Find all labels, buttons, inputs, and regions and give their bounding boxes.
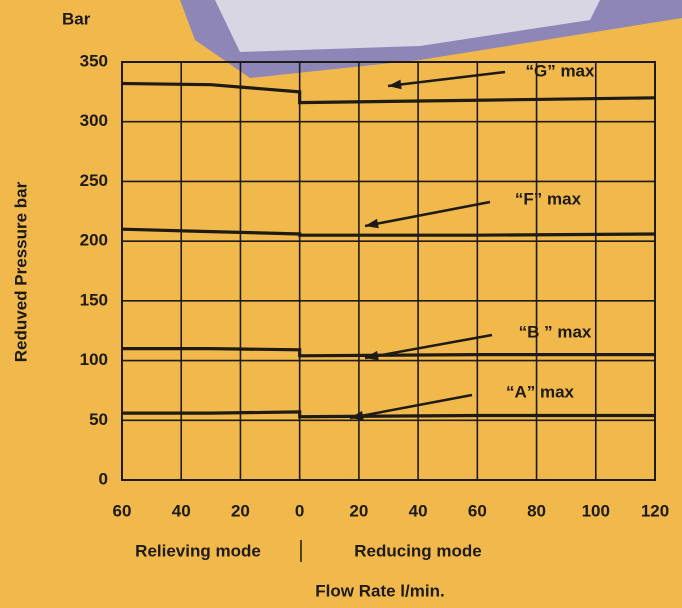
y-axis-title: Reduved Pressure bar	[11, 181, 30, 362]
x-tick-label: 80	[527, 501, 546, 520]
annotation-arrow	[365, 202, 490, 226]
y-tick-label: 100	[80, 350, 108, 369]
x-tick-label: 40	[172, 501, 191, 520]
x-tick-label: 120	[641, 501, 669, 520]
series-label: “G” max	[526, 61, 596, 80]
x-tick-label: 100	[582, 501, 610, 520]
y-tick-label: 150	[80, 290, 108, 309]
series-line	[122, 229, 655, 235]
y-tick-label: 250	[80, 171, 108, 190]
chart: Bar Reduved Pressure bar Relieving mode …	[0, 0, 682, 608]
x-caption-right: Reducing mode	[354, 541, 482, 560]
y-tick-label: 0	[99, 469, 108, 488]
x-axis-title: Flow Rate l/min.	[315, 581, 444, 600]
annotation-arrow	[388, 72, 505, 86]
y-unit: Bar	[62, 9, 91, 28]
series-line	[122, 412, 655, 417]
y-tick-label: 50	[89, 410, 108, 429]
x-tick-label: 60	[113, 501, 132, 520]
y-tick-label: 350	[80, 51, 108, 70]
series-label: “A” max	[506, 382, 575, 401]
tag-label	[215, 0, 600, 52]
series-label: “B ” max	[519, 322, 592, 341]
x-tick-label: 0	[295, 501, 304, 520]
x-tick-label: 60	[468, 501, 487, 520]
x-tick-label: 20	[349, 501, 368, 520]
x-caption-left: Relieving mode	[135, 541, 261, 560]
series-label: “F” max	[515, 189, 582, 208]
x-tick-label: 40	[409, 501, 428, 520]
x-tick-label: 20	[231, 501, 250, 520]
y-tick-label: 300	[80, 111, 108, 130]
arrow-head	[388, 80, 402, 90]
y-tick-label: 200	[80, 231, 108, 250]
